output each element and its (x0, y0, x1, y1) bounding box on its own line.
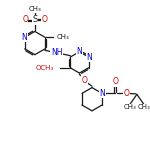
Text: OCH₃: OCH₃ (36, 65, 54, 71)
Text: N: N (100, 89, 105, 98)
Text: O: O (113, 77, 119, 86)
Text: O: O (22, 15, 28, 24)
Text: N: N (21, 33, 27, 42)
Text: N: N (76, 47, 82, 56)
Text: O: O (124, 89, 130, 98)
Text: O: O (42, 15, 48, 24)
Text: CH₃: CH₃ (137, 104, 150, 110)
Text: CH₃: CH₃ (57, 34, 69, 40)
Text: CH₃: CH₃ (124, 104, 136, 110)
Text: NH: NH (51, 48, 62, 57)
Text: N: N (86, 53, 92, 62)
Text: O: O (82, 76, 88, 85)
Text: S: S (32, 15, 38, 24)
Text: CH₃: CH₃ (28, 6, 41, 12)
